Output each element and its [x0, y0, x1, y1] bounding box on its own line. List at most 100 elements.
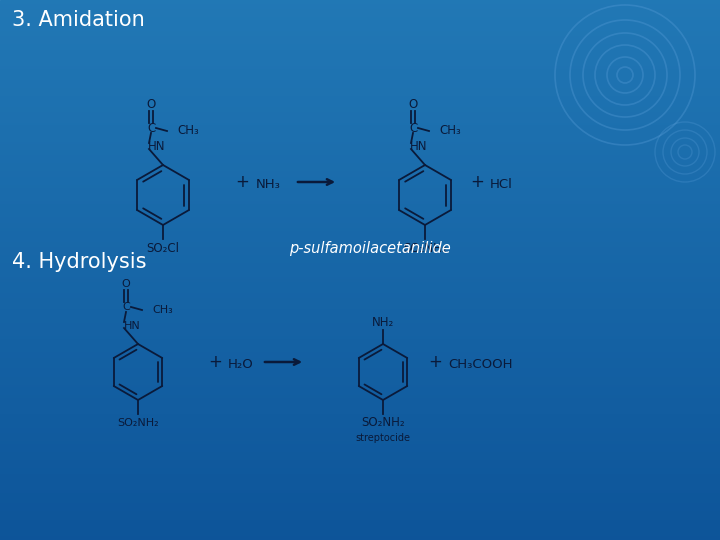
Text: H₂O: H₂O: [228, 357, 253, 370]
Bar: [0, 491, 720, 494]
Bar: [0, 224, 720, 227]
Bar: [0, 442, 720, 446]
Bar: [0, 477, 720, 481]
Bar: [0, 383, 720, 386]
Bar: [0, 364, 720, 367]
Text: O: O: [122, 279, 130, 289]
Bar: [0, 296, 720, 300]
Bar: [0, 210, 720, 213]
Bar: [0, 53, 720, 57]
Bar: [0, 456, 720, 459]
Bar: [0, 199, 720, 202]
Bar: [0, 504, 720, 508]
Bar: [0, 161, 720, 165]
Bar: [0, 213, 720, 216]
Bar: [0, 245, 720, 248]
Bar: [0, 124, 720, 127]
Text: HN: HN: [124, 321, 140, 331]
Bar: [0, 51, 720, 54]
Bar: [0, 305, 720, 308]
Bar: [0, 113, 720, 116]
Bar: [0, 386, 720, 389]
Bar: [0, 272, 720, 275]
Bar: [0, 264, 720, 267]
Bar: [0, 70, 720, 73]
Bar: [0, 64, 720, 68]
Bar: [0, 332, 720, 335]
Bar: [0, 323, 720, 327]
Bar: [0, 5, 720, 8]
Bar: [0, 35, 720, 38]
Bar: [0, 62, 720, 65]
Text: +: +: [208, 353, 222, 371]
Bar: [0, 494, 720, 497]
Bar: [0, 404, 720, 408]
Bar: [0, 515, 720, 518]
Bar: [0, 0, 720, 3]
Bar: [0, 183, 720, 186]
Bar: [0, 37, 720, 40]
Text: +: +: [428, 353, 442, 371]
Bar: [0, 445, 720, 448]
Bar: [0, 318, 720, 321]
Bar: [0, 56, 720, 59]
Bar: [0, 102, 720, 105]
Bar: [0, 86, 720, 89]
Bar: [0, 467, 720, 470]
Text: O: O: [146, 98, 156, 111]
Bar: [0, 170, 720, 173]
Bar: [0, 278, 720, 281]
Text: HN: HN: [148, 140, 166, 153]
Bar: [0, 410, 720, 413]
Bar: [0, 59, 720, 62]
Bar: [0, 480, 720, 483]
Bar: [0, 240, 720, 243]
Bar: [0, 283, 720, 286]
Bar: [0, 396, 720, 400]
Bar: [0, 13, 720, 16]
Text: CH₃: CH₃: [177, 125, 199, 138]
Bar: [0, 369, 720, 373]
Bar: [0, 475, 720, 478]
Bar: [0, 143, 720, 146]
Bar: [0, 45, 720, 49]
Bar: [0, 496, 720, 500]
Bar: [0, 242, 720, 246]
Bar: [0, 294, 720, 297]
Bar: [0, 261, 720, 265]
Bar: [0, 153, 720, 157]
Bar: [0, 326, 720, 329]
Bar: [0, 307, 720, 310]
Bar: [0, 145, 720, 149]
Bar: [0, 107, 720, 111]
Text: CH₃: CH₃: [439, 125, 461, 138]
Bar: [0, 512, 720, 516]
Bar: [0, 423, 720, 427]
Bar: [0, 426, 720, 429]
Bar: [0, 302, 720, 305]
Bar: [0, 126, 720, 130]
Bar: [0, 507, 720, 510]
Bar: [0, 256, 720, 259]
Bar: [0, 202, 720, 205]
Bar: [0, 286, 720, 289]
Bar: [0, 321, 720, 324]
Bar: [0, 361, 720, 365]
Bar: [0, 334, 720, 338]
Bar: [0, 259, 720, 262]
Bar: [0, 72, 720, 76]
Bar: [0, 180, 720, 184]
Bar: [0, 399, 720, 402]
Bar: [0, 375, 720, 378]
Bar: [0, 251, 720, 254]
Bar: [0, 521, 720, 524]
Text: +: +: [470, 173, 484, 191]
Bar: [0, 237, 720, 240]
Bar: [0, 29, 720, 32]
Text: +: +: [235, 173, 249, 191]
Bar: [0, 24, 720, 27]
Bar: [0, 288, 720, 292]
Bar: [0, 353, 720, 356]
Bar: [0, 275, 720, 278]
Bar: [0, 461, 720, 464]
